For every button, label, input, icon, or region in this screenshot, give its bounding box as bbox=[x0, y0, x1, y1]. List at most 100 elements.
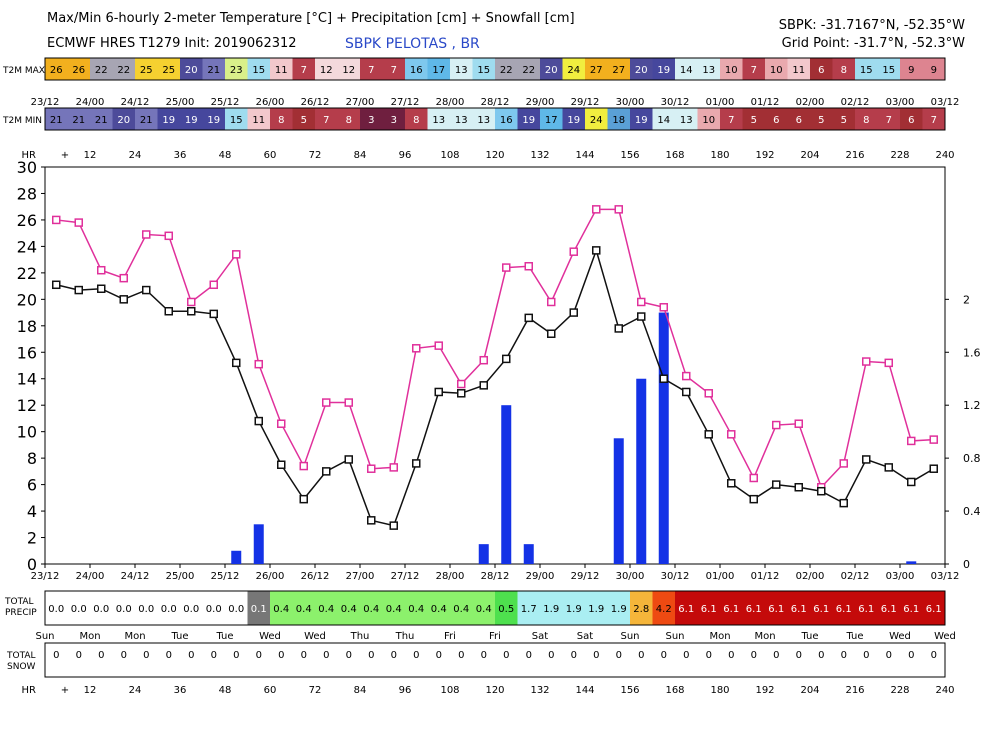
t2m-min-point bbox=[187, 306, 196, 316]
t2m-min-cell bbox=[675, 108, 698, 130]
date-label-top: 25/00 bbox=[166, 97, 195, 108]
t2m-min-cell-value: 8 bbox=[863, 115, 869, 126]
t2m-min-cell bbox=[67, 108, 90, 130]
total-snow-value: 0 bbox=[661, 650, 667, 661]
date-label-top: 27/00 bbox=[346, 97, 375, 108]
date-label-bottom: 01/12 bbox=[751, 571, 780, 582]
total-snow-value: 0 bbox=[593, 650, 599, 661]
t2m-min-point bbox=[794, 482, 803, 492]
hr-label-top: 240 bbox=[935, 150, 954, 161]
date-label-top: 30/12 bbox=[661, 97, 690, 108]
t2m-max-cell-value: 12 bbox=[320, 65, 333, 76]
total-precip-value: 0.5 bbox=[498, 604, 514, 615]
total-precip-label: PRECIP bbox=[5, 608, 37, 618]
day-label: Tue bbox=[170, 631, 188, 642]
hr-label-top: + bbox=[61, 150, 69, 161]
t2m-max-cell-value: 12 bbox=[342, 65, 355, 76]
date-label-bottom: 25/12 bbox=[211, 571, 240, 582]
t2m-min-point bbox=[637, 312, 646, 321]
total-precip-cell bbox=[900, 591, 923, 625]
total-precip-cell bbox=[427, 591, 450, 625]
total-precip-cell bbox=[360, 591, 383, 625]
t2m-min-cell bbox=[585, 108, 608, 130]
y-tick-label: 18 bbox=[17, 317, 37, 336]
t2m-max-point bbox=[119, 273, 128, 283]
hr-label-bottom: 156 bbox=[620, 685, 639, 696]
total-precip-cell bbox=[67, 591, 90, 625]
t2m-max-cell-value: 25 bbox=[162, 65, 175, 76]
t2m-max-cell-value: 15 bbox=[882, 65, 895, 76]
t2m-max-cell-value: 26 bbox=[50, 65, 63, 76]
t2m-min-cell bbox=[922, 108, 945, 130]
total-precip-cell bbox=[382, 591, 405, 625]
t2m-max-cell bbox=[450, 58, 473, 80]
t2m-max-cell bbox=[832, 58, 855, 80]
total-snow-value: 0 bbox=[143, 650, 149, 661]
day-label: Sun bbox=[35, 631, 54, 642]
t2m-min-cell bbox=[382, 108, 405, 130]
total-precip-value: 6.1 bbox=[858, 604, 874, 615]
t2m-min-point bbox=[457, 389, 466, 398]
t2m-min-cell bbox=[292, 108, 315, 130]
t2m-min-point bbox=[884, 463, 893, 472]
t2m-max-cell-value: 13 bbox=[455, 65, 468, 76]
hr-label-top: 228 bbox=[890, 150, 909, 161]
t2m-max-point bbox=[749, 473, 758, 483]
t2m-min-point bbox=[142, 285, 151, 295]
t2m-max-cell-value: 15 bbox=[860, 65, 873, 76]
total-precip-cell bbox=[495, 591, 518, 625]
t2m-min-cell bbox=[720, 108, 743, 130]
total-snow-value: 0 bbox=[818, 650, 824, 661]
total-precip-value: 0.4 bbox=[476, 604, 492, 615]
total-precip-value: 0.0 bbox=[161, 604, 177, 615]
t2m-max-cell bbox=[742, 58, 765, 80]
day-label: Fri bbox=[489, 631, 501, 642]
t2m-max-point bbox=[794, 419, 803, 428]
t2m-max-cell bbox=[247, 58, 270, 80]
date-label-bottom: 26/12 bbox=[301, 571, 330, 582]
t2m-max-cell-value: 9 bbox=[908, 65, 914, 76]
grid-point: Grid Point: -31.7°N, -52.3°W bbox=[781, 36, 965, 51]
t2m-max-point bbox=[637, 297, 646, 307]
total-snow-value: 0 bbox=[233, 650, 239, 661]
t2m-min-cell-value: 14 bbox=[657, 115, 670, 126]
t2m-min-cell-value: 13 bbox=[477, 115, 490, 126]
hr-label-bottom: 240 bbox=[935, 685, 954, 696]
date-label-bottom: 29/12 bbox=[571, 571, 600, 582]
t2m-max-point bbox=[929, 435, 938, 444]
total-precip-cell bbox=[45, 591, 68, 625]
t2m-min-point bbox=[299, 494, 308, 504]
total-precip-cell bbox=[270, 591, 293, 625]
t2m-min-cell bbox=[607, 108, 630, 130]
t2m-max-cell bbox=[360, 58, 383, 80]
hr-label-bottom: 216 bbox=[845, 685, 864, 696]
t2m-min-cell-value: 21 bbox=[50, 115, 63, 126]
total-snow-value: 0 bbox=[548, 650, 554, 661]
t2m-min-cell-value: 19 bbox=[162, 115, 175, 126]
date-label-top: 02/12 bbox=[841, 97, 870, 108]
t2m-min-cell bbox=[112, 108, 135, 130]
total-precip-cell bbox=[832, 591, 855, 625]
total-snow-value: 0 bbox=[863, 650, 869, 661]
t2m-min-cell bbox=[270, 108, 293, 130]
total-precip-value: 6.1 bbox=[723, 604, 739, 615]
t2m-min-cell-value: 7 bbox=[728, 115, 734, 126]
hr-label-bottom: 168 bbox=[665, 685, 684, 696]
t2m-min-cell-value: 5 bbox=[818, 115, 824, 126]
date-label-bottom: 02/12 bbox=[841, 571, 870, 582]
total-snow-value: 0 bbox=[166, 650, 172, 661]
t2m-min-point bbox=[389, 521, 398, 530]
t2m-min-point bbox=[502, 354, 511, 364]
precip-tick-label: 0.4 bbox=[963, 505, 981, 518]
date-label-top: 23/12 bbox=[31, 97, 60, 108]
hr-label-top: 168 bbox=[665, 150, 684, 161]
t2m-max-point bbox=[569, 247, 578, 256]
t2m-min-cell-value: 6 bbox=[908, 115, 914, 126]
t2m-min-cell-value: 7 bbox=[323, 115, 329, 126]
t2m-min-point bbox=[862, 455, 871, 464]
day-label: Wed bbox=[259, 631, 281, 642]
total-precip-cell bbox=[877, 591, 900, 625]
plot-area bbox=[44, 166, 946, 565]
t2m-min-cell-value: 5 bbox=[841, 115, 847, 126]
precip-tick-label: 1.2 bbox=[963, 399, 981, 412]
